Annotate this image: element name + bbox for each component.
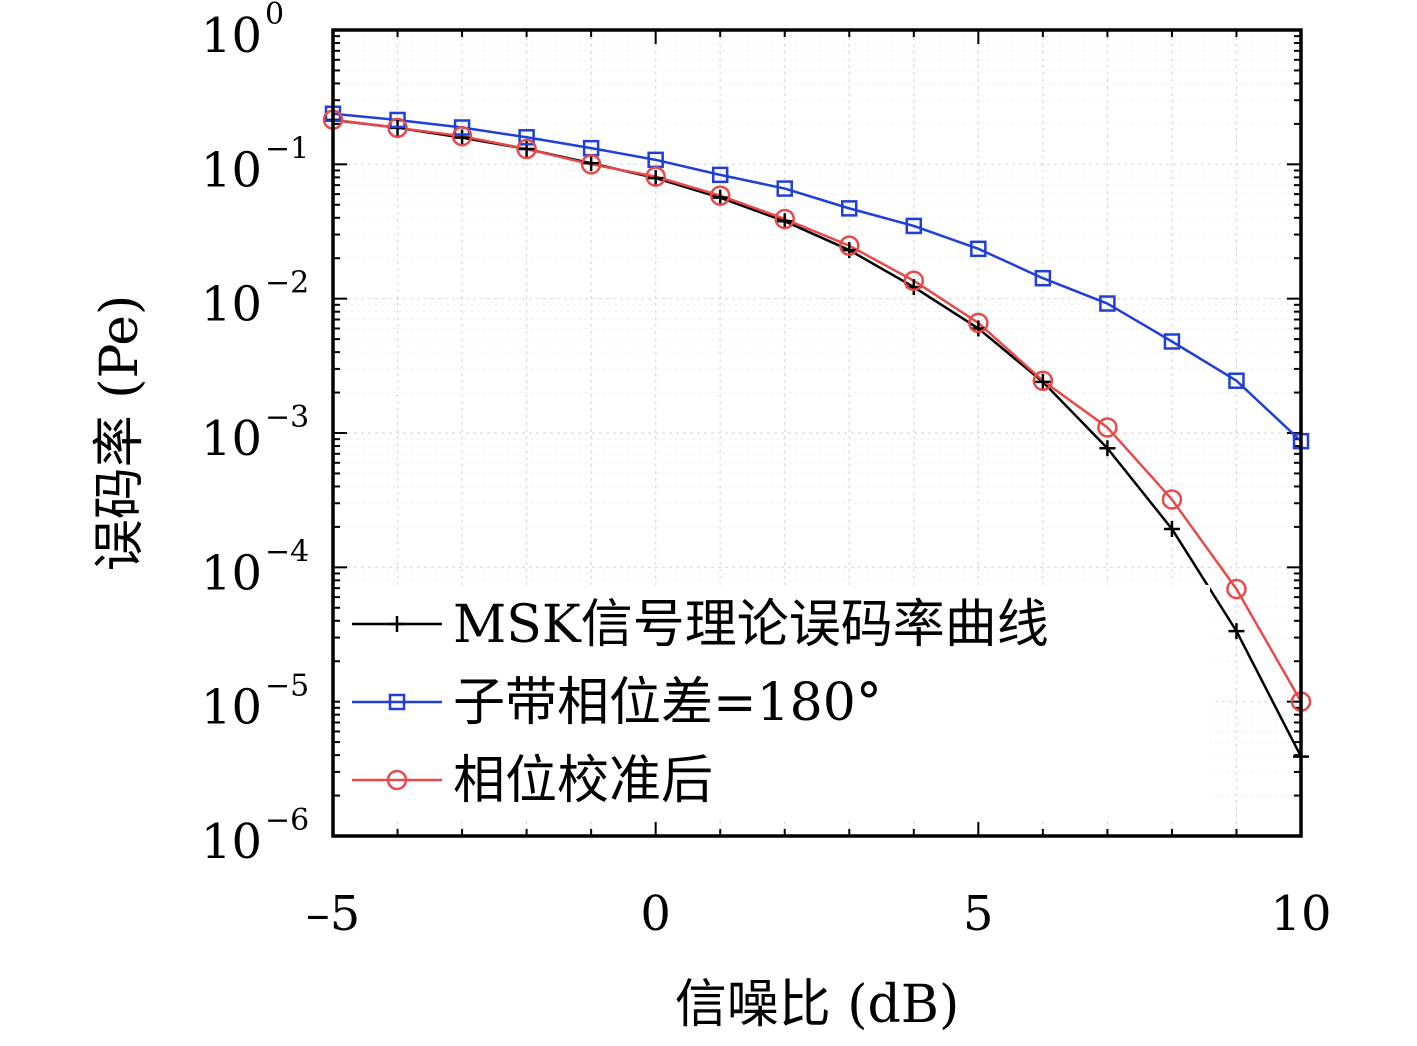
series-2-point: [1097, 417, 1118, 438]
series-2-point: [1032, 370, 1054, 391]
y-tick-base: 10: [201, 814, 262, 870]
series-lines: [332, 112, 1303, 758]
series-line-2: [332, 118, 1303, 703]
series-2-point: [968, 312, 989, 334]
y-axis-title: 误码率 (Pe): [90, 295, 150, 572]
y-tick-base: 10: [201, 277, 262, 333]
series-markers: [322, 105, 1312, 765]
series-2-point: [774, 208, 795, 230]
series-1-point: [389, 111, 406, 129]
series-2-point: [709, 185, 731, 206]
series-2-point: [451, 125, 473, 147]
legend-label: MSK信号理论误码率曲线: [453, 595, 1049, 655]
y-tick-label: 10 −2: [201, 266, 309, 333]
plot-frame: [331, 28, 1303, 838]
legend-entry: 相位校准后: [352, 751, 713, 811]
y-tick-base: 10: [201, 8, 262, 64]
y-tick-exponent: −3: [265, 400, 309, 435]
series-1-point: [1163, 333, 1181, 350]
y-tick-exponent: 0: [265, 0, 284, 32]
y-tick-label: 10 0: [201, 0, 284, 64]
legend-label: 子带相位差=180°: [453, 673, 882, 733]
legend-entry: MSK信号理论误码率曲线: [352, 595, 1049, 655]
series-2-point: [1226, 578, 1247, 600]
series-0-point: [454, 129, 471, 146]
legend-marker: [389, 616, 405, 632]
series-line-1: [332, 112, 1302, 443]
y-tick-base: 10: [201, 680, 262, 736]
series-1-point: [711, 166, 729, 184]
legend-marker: [388, 693, 406, 711]
x-axis-title: 信噪比 (dB): [675, 975, 960, 1035]
series-2-point: [387, 117, 408, 139]
x-tick-label: 5: [963, 886, 994, 942]
series-2-point: [1161, 489, 1183, 510]
y-tick-exponent: −4: [265, 534, 309, 569]
y-tick-label: 10 −3: [201, 400, 309, 467]
series-0-point: [583, 155, 600, 172]
series-1-point: [453, 119, 471, 136]
y-tick-label: 10 −5: [201, 669, 309, 736]
series-2-point: [839, 235, 860, 256]
series-0-point: [1228, 623, 1245, 640]
series-0-point: [1099, 440, 1116, 457]
y-tick-exponent: −5: [265, 669, 309, 704]
series-0-point: [1034, 373, 1051, 390]
series-1-point: [518, 129, 535, 146]
y-tick-base: 10: [201, 545, 262, 601]
series-1-point: [1034, 269, 1052, 287]
y-tick-label: 10 −4: [201, 534, 309, 601]
series-0-point: [776, 213, 793, 230]
x-tick-label: –5: [306, 886, 361, 942]
y-tick-base: 10: [201, 411, 262, 467]
series-0-point: [647, 170, 664, 187]
y-tick-exponent: −6: [265, 803, 309, 838]
y-tick-base: 10: [201, 142, 262, 198]
series-0-point: [712, 189, 729, 206]
series-2-point: [516, 138, 537, 160]
legend-label: 相位校准后: [453, 751, 713, 811]
x-tick-labels: –5 0 5 10: [306, 886, 1332, 942]
x-tick-label: 0: [640, 886, 671, 942]
series-0-point: [970, 320, 987, 337]
series-1-point: [970, 240, 987, 258]
series-2-point: [645, 166, 666, 187]
legend-entry: 子带相位差=180°: [352, 673, 882, 733]
series-1-point: [1228, 372, 1245, 389]
y-tick-exponent: −1: [265, 131, 309, 166]
series-1-point: [1099, 295, 1116, 312]
y-tick-exponent: −2: [265, 266, 309, 301]
series-1-point: [905, 217, 923, 235]
series-1-point: [776, 180, 793, 197]
y-tick-label: 10 −6: [201, 803, 309, 870]
legend-marker: [386, 769, 408, 791]
legend-box: [340, 585, 1210, 820]
y-tick-label: 10 −1: [201, 131, 309, 198]
series-0-point: [1163, 520, 1180, 537]
series-1-point: [841, 200, 858, 217]
series-2-point: [903, 270, 925, 291]
x-tick-label: 10: [1270, 886, 1331, 942]
series-2-point: [580, 154, 602, 175]
